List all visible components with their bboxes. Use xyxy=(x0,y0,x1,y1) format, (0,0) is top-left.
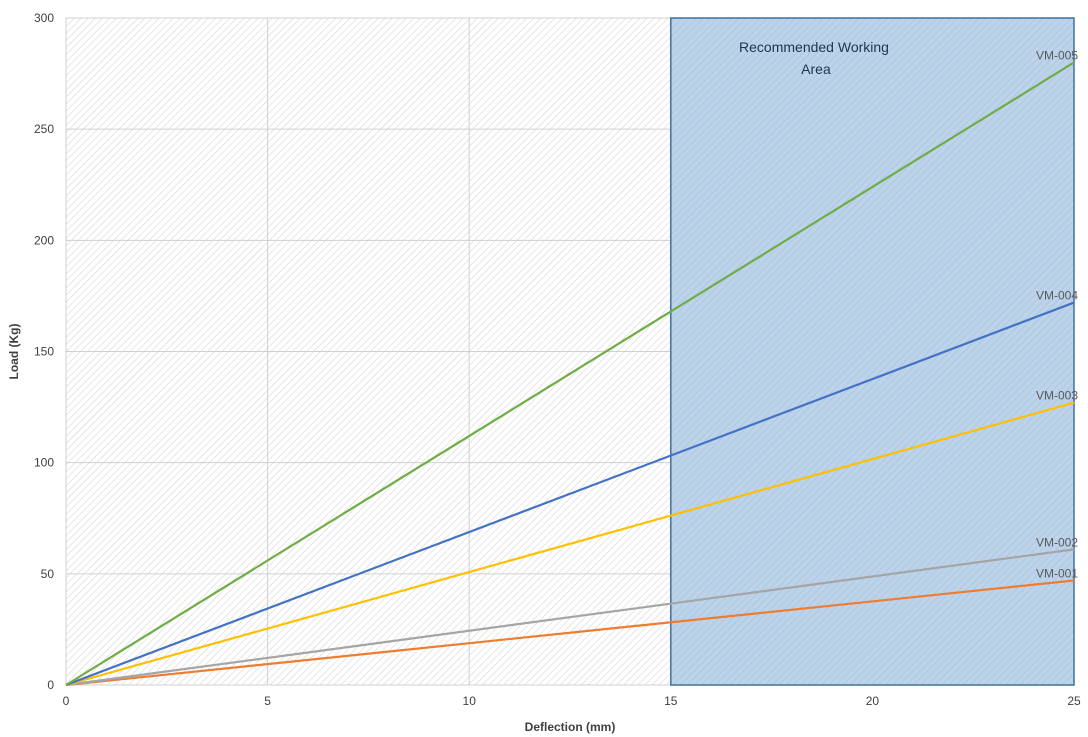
y-tick-label: 0 xyxy=(47,678,54,692)
series-line-vm-001 xyxy=(65,579,1075,687)
recommended-working-area xyxy=(670,17,1075,686)
series-label-vm-003: VM-003 xyxy=(1036,389,1078,403)
x-tick-label: 25 xyxy=(1067,694,1081,708)
region-label-line-1: Recommended Working xyxy=(739,39,889,55)
recommended-working-area-label: Recommended Working Area xyxy=(739,39,893,77)
series-labels: VM-001 VM-002 VM-003 VM-004 VM-005 xyxy=(1036,48,1078,580)
series-line-vm-005 xyxy=(65,61,1075,686)
x-tick-label: 5 xyxy=(264,694,271,708)
series-line-vm-003 xyxy=(65,401,1075,687)
y-tick-label: 250 xyxy=(34,122,54,136)
x-tick-label: 0 xyxy=(63,694,70,708)
y-tick-label: 300 xyxy=(34,11,54,25)
y-tick-label: 200 xyxy=(34,233,54,247)
y-axis-tick-labels: 0 50 100 150 200 250 300 xyxy=(34,11,54,692)
x-tick-label: 10 xyxy=(463,694,477,708)
series-label-vm-004: VM-004 xyxy=(1036,289,1078,303)
y-tick-label: 150 xyxy=(34,345,54,359)
y-tick-label: 50 xyxy=(41,567,55,581)
series-label-vm-005: VM-005 xyxy=(1036,48,1078,62)
x-tick-label: 15 xyxy=(664,694,678,708)
x-tick-label: 20 xyxy=(866,694,880,708)
y-tick-label: 100 xyxy=(34,456,54,470)
region-label-line-2: Area xyxy=(801,61,831,77)
y-axis-title: Load (Kg) xyxy=(7,324,21,380)
series-line-vm-004 xyxy=(65,301,1075,687)
x-axis-tick-labels: 0 5 10 15 20 25 xyxy=(63,694,1081,708)
series-line-vm-002 xyxy=(65,548,1075,687)
x-axis-title: Deflection (mm) xyxy=(525,720,616,734)
series-label-vm-001: VM-001 xyxy=(1036,567,1078,581)
series-lines xyxy=(65,61,1075,687)
series-label-vm-002: VM-002 xyxy=(1036,535,1078,549)
